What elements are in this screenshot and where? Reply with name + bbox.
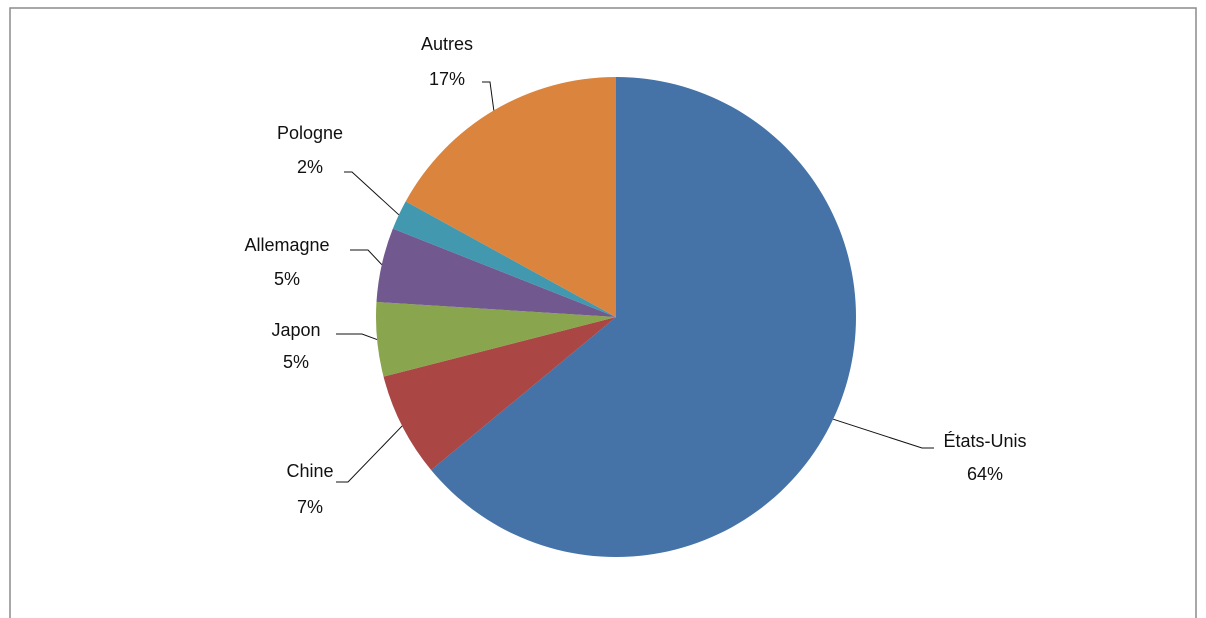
chart-frame: [9, 7, 1197, 618]
pie-slice: [376, 301, 616, 377]
value-label: 64%: [967, 464, 1003, 484]
leader-line: [833, 418, 934, 449]
value-label: 7%: [297, 497, 323, 517]
category-label: Japon: [271, 320, 320, 340]
pie-slice: [405, 77, 616, 317]
pie-slice: [383, 317, 616, 470]
leader-line: [336, 333, 378, 341]
leader-line: [482, 81, 495, 111]
category-label: Pologne: [277, 123, 343, 143]
value-label: 17%: [429, 69, 465, 89]
leader-line: [350, 249, 383, 265]
value-label: 2%: [297, 157, 323, 177]
category-label: Chine: [286, 461, 333, 481]
pie-slice: [376, 228, 616, 317]
value-label: 5%: [274, 269, 300, 289]
pie-slice: [392, 201, 616, 317]
pie-slice: [431, 77, 856, 557]
category-label: Autres: [421, 34, 473, 54]
value-label: 5%: [283, 352, 309, 372]
category-label: États-Unis: [943, 431, 1026, 451]
category-label: Allemagne: [244, 235, 329, 255]
leader-line: [336, 425, 403, 483]
leader-line: [344, 171, 400, 216]
